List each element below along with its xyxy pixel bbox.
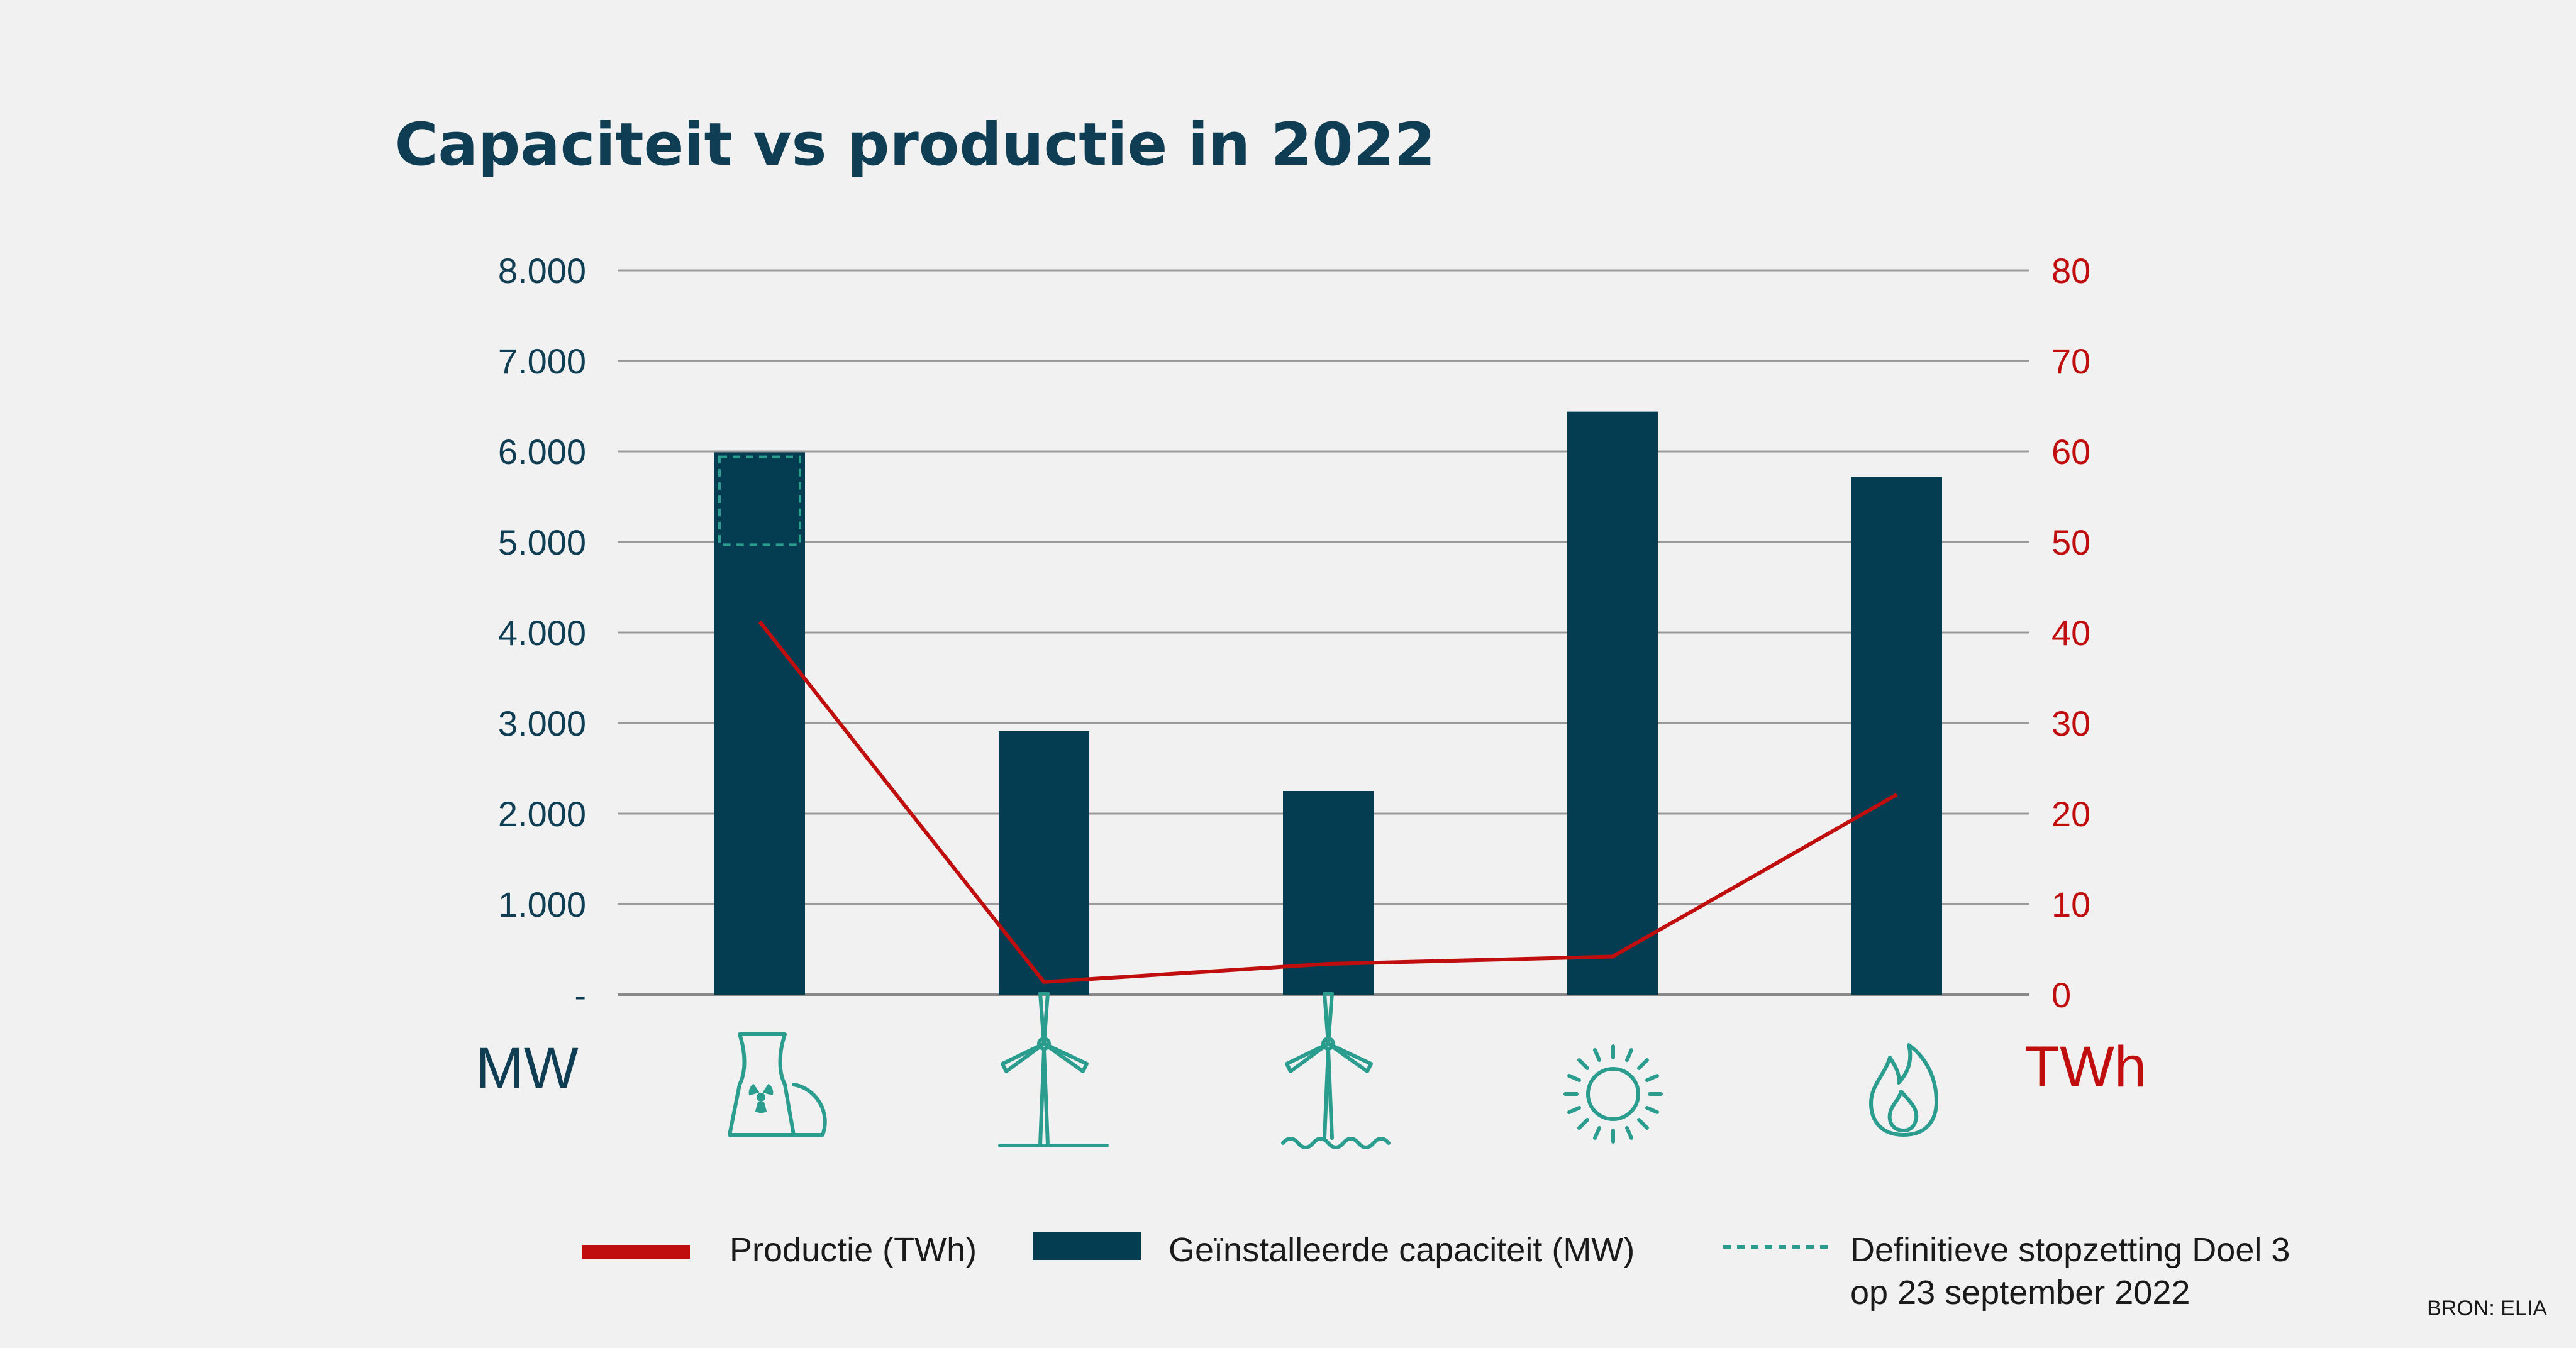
- bar-solar: [1567, 411, 1658, 995]
- legend-shutdown-label-line1: Definitieve stopzetting Doel 3: [1850, 1231, 2290, 1269]
- left-tick-label: 8.000: [498, 251, 586, 290]
- left-axis-unit: MW: [475, 1036, 579, 1100]
- legend-production-swatch: [582, 1245, 690, 1259]
- right-tick-label: 0: [2051, 975, 2071, 1015]
- right-axis: 0 10 20 30 40 50 60 70 80: [2051, 251, 2090, 1015]
- right-tick-label: 10: [2051, 885, 2090, 924]
- left-tick-label: 1.000: [498, 885, 586, 924]
- doel3-shutdown-box: [718, 455, 801, 546]
- offshore-wind-turbine-icon: [1281, 992, 1391, 1149]
- right-tick-label: 40: [2051, 613, 2090, 653]
- right-tick-label: 80: [2051, 251, 2090, 290]
- legend-shutdown-label-line2: op 23 september 2022: [1850, 1274, 2190, 1312]
- bar-nuclear: [714, 452, 805, 995]
- left-tick-label: 5.000: [498, 522, 586, 562]
- left-axis: - 1.000 2.000 3.000 4.000 5.000 6.000 7.000 8.00…: [498, 251, 586, 1015]
- wind-turbine-icon: [998, 992, 1109, 1147]
- legend-capacity-swatch: [1033, 1232, 1141, 1260]
- shutdown-annotation: [718, 455, 801, 546]
- production-polyline: [758, 620, 1898, 984]
- right-axis-unit: TWh: [2024, 1035, 2146, 1099]
- left-tick-label: 3.000: [498, 704, 586, 743]
- production-line: [758, 620, 1898, 984]
- bars: [714, 411, 1942, 995]
- source-note: BRON: ELIA: [2427, 1296, 2547, 1320]
- right-tick-label: 30: [2051, 704, 2090, 743]
- nuclear-plant-icon: [728, 1032, 827, 1137]
- sun-icon: [1563, 1044, 1663, 1144]
- bar-wind-onshore: [999, 731, 1089, 995]
- chart-title: Capaciteit vs productie in 2022: [395, 111, 1436, 179]
- flame-icon: [1869, 1043, 1938, 1137]
- legend: Productie (TWh) Geïnstalleerde capacitei…: [582, 1231, 2290, 1312]
- right-tick-label: 70: [2051, 341, 2090, 381]
- right-tick-label: 20: [2051, 794, 2090, 834]
- right-tick-label: 60: [2051, 432, 2090, 472]
- bar-gas: [1852, 477, 1942, 995]
- legend-production-label: Productie (TWh): [730, 1231, 977, 1269]
- left-tick-label: 4.000: [498, 613, 586, 653]
- legend-capacity-label: Geïnstalleerde capaciteit (MW): [1169, 1231, 1635, 1269]
- left-tick-label: -: [574, 975, 586, 1015]
- left-tick-label: 2.000: [498, 794, 586, 834]
- left-tick-label: 6.000: [498, 432, 586, 472]
- bar-wind-offshore: [1283, 791, 1374, 995]
- left-tick-label: 7.000: [498, 341, 586, 381]
- right-tick-label: 50: [2051, 522, 2090, 562]
- grid: [618, 269, 2029, 996]
